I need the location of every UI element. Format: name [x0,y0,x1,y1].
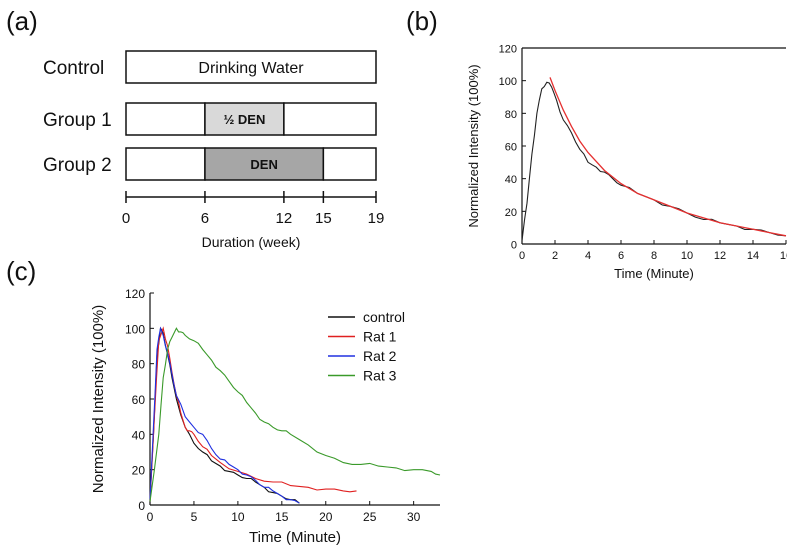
schedule-axis-label: Duration (week) [202,234,301,250]
x-tick-label: 20 [319,510,333,524]
x-tick-label: 6 [618,250,624,262]
legend-label: Rat 3 [363,368,397,384]
schedule-segment [204,147,325,181]
schedule-row-label: Group 1 [43,110,112,131]
x-tick-label: 10 [681,250,693,262]
panel-label-c: (c) [6,256,37,286]
x-tick-label: 10 [231,510,245,524]
schedule-segment [125,147,206,181]
schedule-segment [125,50,377,84]
x-tick-label: 2 [552,250,558,262]
y-tick-label: 60 [132,393,146,407]
schedule-row-label: Control [43,58,104,79]
y-axis-label: Normalized Intensity (100%) [466,64,481,227]
legend-label: Rat 2 [363,348,397,364]
schedule-row-label: Group 2 [43,155,112,176]
y-tick-label: 40 [132,428,146,442]
x-tick-label: 0 [519,250,525,262]
legend-label: control [363,309,405,325]
y-tick-label: 120 [125,287,145,301]
legend-label: Rat 1 [363,329,397,345]
y-tick-label: 40 [505,174,517,186]
x-tick-label: 0 [147,510,154,524]
schedule-tick-label: 6 [201,210,209,227]
y-tick-label: 20 [132,464,146,478]
schedule-segment [322,147,377,181]
y-tick-label: 120 [499,44,517,56]
series-line-fit [549,77,787,237]
panel-label-b: (b) [406,6,438,36]
x-tick-label: 15 [275,510,289,524]
schedule-segment-label: DEN [250,157,277,172]
series-line-rat-3 [149,327,441,502]
series-line-rat-2 [149,326,300,504]
y-tick-label: 80 [132,358,146,372]
y-tick-label: 100 [499,76,517,88]
x-tick-label: 16 [780,250,787,262]
schedule-segment [204,102,285,136]
y-tick-label: 20 [505,207,517,219]
x-axis-label: Time (Minute) [249,529,341,546]
y-tick-label: 0 [511,240,517,252]
y-tick-label: 80 [505,109,517,121]
schedule-segment [283,102,377,136]
x-tick-label: 25 [363,510,377,524]
schedule-segment [125,102,206,136]
series-line-rat-1 [149,326,357,502]
series-line-control [149,326,300,504]
x-tick-label: 12 [714,250,726,262]
y-tick-label: 100 [125,322,145,336]
y-axis-label: Normalized Intensity (100%) [90,305,107,493]
schedule-tick-label: 12 [276,210,293,227]
schedule-tick-label: 19 [368,210,385,227]
y-tick-label: 0 [138,499,145,513]
schedule-segment-label: ½ DEN [223,112,265,127]
schedule-tick-label: 15 [315,210,332,227]
x-tick-label: 30 [407,510,421,524]
x-tick-label: 4 [585,250,591,262]
x-tick-label: 14 [747,250,759,262]
panel-label-a: (a) [6,6,38,36]
y-tick-label: 60 [505,142,517,154]
x-tick-label: 8 [651,250,657,262]
x-axis-label: Time (Minute) [614,266,694,281]
x-tick-label: 5 [191,510,198,524]
schedule-segment-label: Drinking Water [198,60,304,77]
schedule-tick-label: 0 [122,210,130,227]
